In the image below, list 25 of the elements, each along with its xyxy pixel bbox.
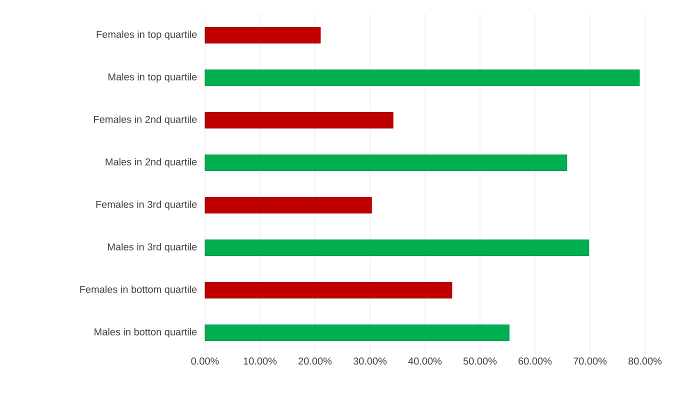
y-tick-label: Males in botton quartile [94,328,197,338]
bar [204,70,640,86]
x-tick-label: 80.00% [628,358,662,365]
bar [204,282,452,298]
x-tick-label: 30.00% [353,358,387,365]
x-tick-label: 40.00% [408,358,442,365]
x-tick-label: 50.00% [463,358,497,365]
x-tick-label: 60.00% [518,358,552,365]
bar [204,27,321,44]
x-tick-label: 10.00% [244,358,277,365]
y-tick-label: Males in top quartile [108,73,197,82]
x-tick-label: 20.00% [298,358,332,365]
x-tick-label: 70.00% [574,358,607,365]
bar [204,324,510,341]
y-tick-label: Females in bottom quartile [80,286,197,295]
x-tick-label: 0.00% [191,358,219,365]
y-tick-label: Males in 3rd quartile [108,243,197,252]
y-tick-label: Males in 2nd quartile [106,158,197,168]
y-tick-label: Females in 3rd quartile [96,200,197,210]
y-tick-label: Females in top quartile [96,30,197,40]
bar [204,112,394,128]
bar [204,197,372,214]
bar [204,240,590,256]
y-tick-label: Females in 2nd quartile [94,116,197,125]
bar [204,154,568,171]
